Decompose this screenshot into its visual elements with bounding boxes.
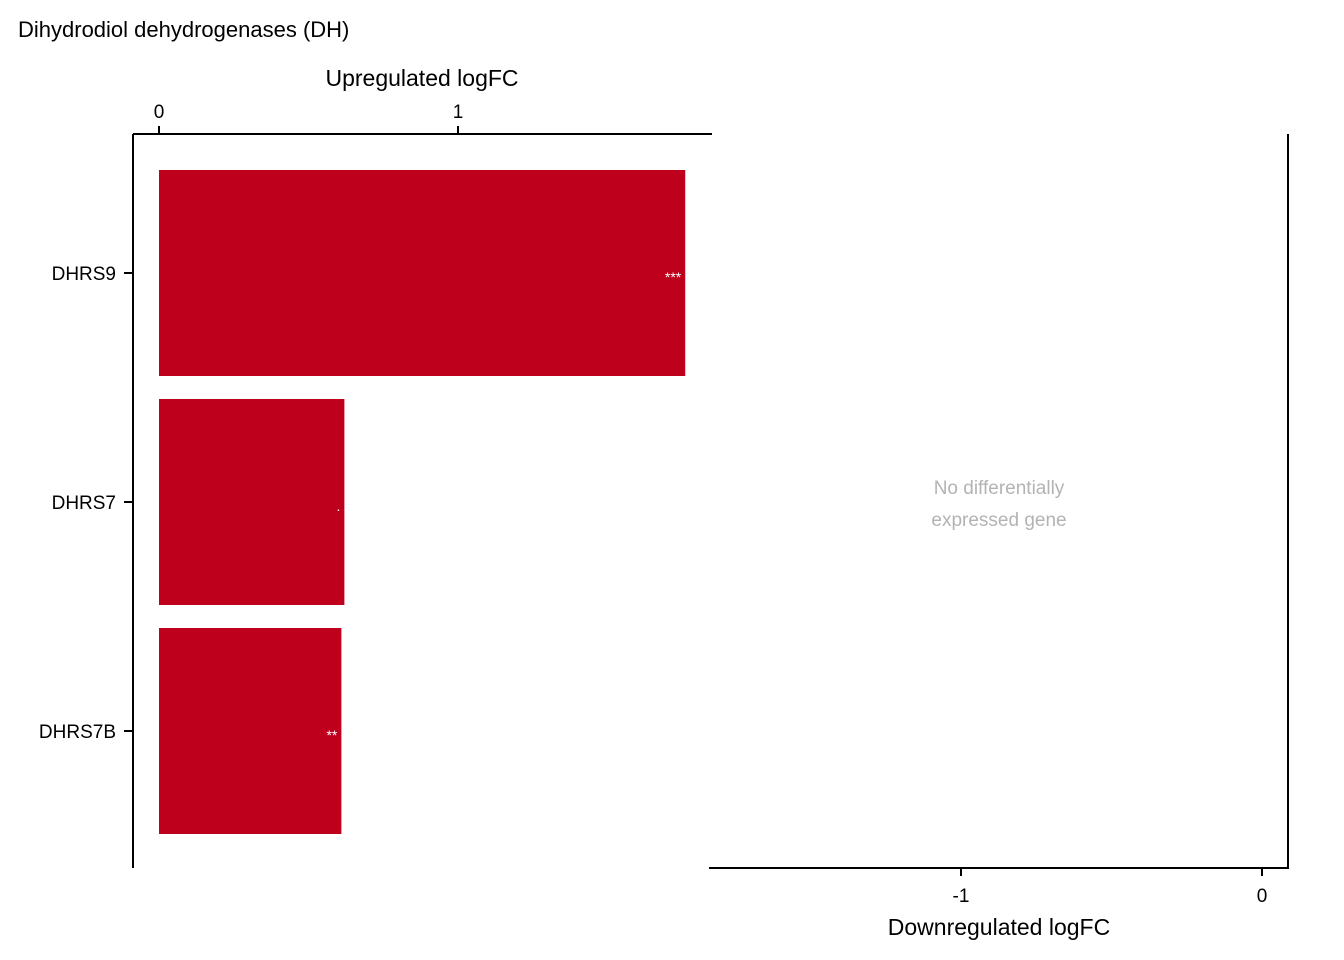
bar-dhrs7 bbox=[159, 399, 345, 605]
down-x-tick-label: -1 bbox=[953, 886, 970, 907]
downregulated-panel: Downregulated logFC No differentially ex… bbox=[709, 134, 1289, 940]
up-x-tick-label: 0 bbox=[154, 102, 165, 123]
significance-label: *** bbox=[665, 269, 682, 285]
gene-label: DHRS9 bbox=[52, 264, 116, 285]
no-de-genes-note-line-1: No differentially bbox=[934, 478, 1065, 499]
bar-dhrs7b bbox=[159, 628, 342, 834]
upregulated-panel: Upregulated logFC 0 1 DHRS9 *** DHRS7 . DHRS7… bbox=[39, 65, 712, 868]
significance-label: ** bbox=[326, 727, 337, 743]
up-x-axis-title: Upregulated logFC bbox=[325, 65, 518, 91]
bar-dhrs9 bbox=[159, 170, 686, 376]
gene-label: DHRS7 bbox=[52, 493, 116, 514]
no-de-genes-note-line-2: expressed gene bbox=[931, 510, 1066, 531]
down-x-tick-label: 0 bbox=[1257, 886, 1268, 907]
significance-label: . bbox=[336, 498, 340, 514]
chart-title: Dihydrodiol dehydrogenases (DH) bbox=[18, 17, 349, 42]
down-x-axis-title: Downregulated logFC bbox=[888, 914, 1110, 940]
up-x-tick-label: 1 bbox=[453, 102, 464, 123]
gene-label: DHRS7B bbox=[39, 722, 116, 743]
